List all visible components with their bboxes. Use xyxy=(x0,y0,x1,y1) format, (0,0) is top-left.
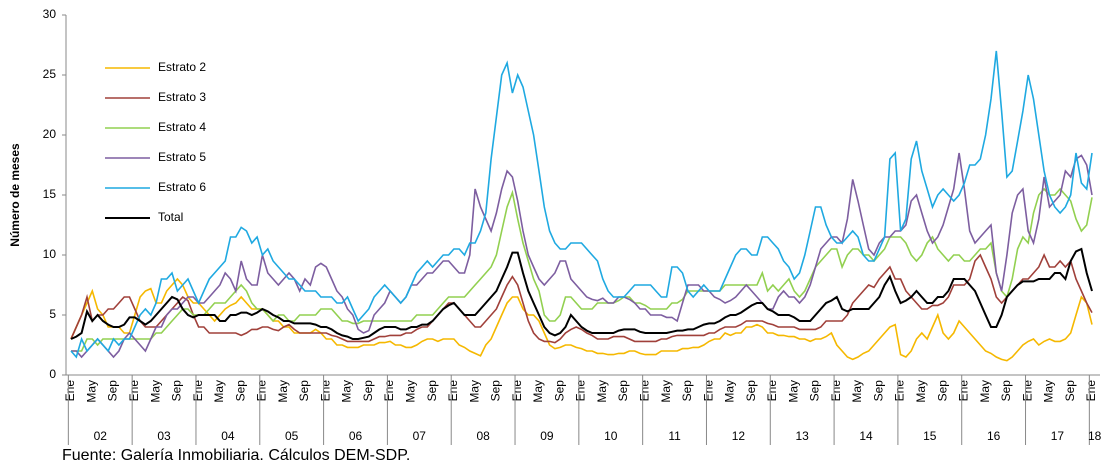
x-tick-label: Sep xyxy=(744,380,758,402)
x-tick-label: May xyxy=(914,380,928,403)
x-tick-label: Sep xyxy=(170,380,184,402)
x-tick-label: Ene xyxy=(829,380,843,402)
x-tick-label: May xyxy=(850,380,864,403)
year-label: 10 xyxy=(604,429,618,443)
series-line xyxy=(70,277,1093,362)
year-label: 18 xyxy=(1088,429,1102,443)
x-tick-label: Ene xyxy=(510,380,524,402)
y-tick-label: 10 xyxy=(43,247,57,261)
year-label: 14 xyxy=(859,429,873,443)
x-tick-label: Ene xyxy=(127,380,141,402)
x-tick-label: May xyxy=(786,380,800,403)
y-tick-label: 0 xyxy=(49,367,56,381)
x-tick-label: May xyxy=(659,380,673,403)
x-tick-label: May xyxy=(84,380,98,403)
x-tick-label: May xyxy=(340,380,354,403)
x-tick-label: Sep xyxy=(680,380,694,402)
x-tick-label: Sep xyxy=(233,380,247,402)
year-label: 06 xyxy=(349,429,363,443)
year-label: 12 xyxy=(732,429,746,443)
series-line xyxy=(71,187,1093,352)
year-label: 09 xyxy=(540,429,554,443)
year-label: 08 xyxy=(476,429,490,443)
year-label: 11 xyxy=(668,429,681,443)
x-tick-label: Sep xyxy=(871,380,885,402)
legend-label: Estrato 4 xyxy=(158,120,206,134)
series-line xyxy=(70,247,1093,340)
x-tick-label: Ene xyxy=(1020,380,1034,402)
year-label: 15 xyxy=(923,429,937,443)
x-tick-label: Ene xyxy=(446,380,460,402)
x-tick-label: Sep xyxy=(999,380,1013,402)
series-line xyxy=(70,50,1093,359)
year-label: 03 xyxy=(157,429,171,443)
x-tick-label: Ene xyxy=(1084,380,1098,402)
year-label: 07 xyxy=(413,429,427,443)
source-note: Fuente: Galería Inmobiliaria. Cálculos D… xyxy=(62,447,410,464)
legend-label: Total xyxy=(158,210,183,224)
x-tick-label: May xyxy=(212,380,226,403)
x-tick-label: Ene xyxy=(637,380,651,402)
x-tick-label: Ene xyxy=(957,380,971,402)
x-tick-label: Ene xyxy=(191,380,205,402)
legend-label: Estrato 3 xyxy=(158,90,206,104)
x-tick-label: Sep xyxy=(616,380,630,402)
legend-label: Estrato 6 xyxy=(158,180,206,194)
x-tick-label: Ene xyxy=(574,380,588,402)
year-label: 04 xyxy=(221,429,235,443)
year-label: 02 xyxy=(94,429,108,443)
x-tick-label: Ene xyxy=(255,380,269,402)
x-tick-label: May xyxy=(978,380,992,403)
year-label: 13 xyxy=(796,429,810,443)
series-line xyxy=(70,253,1093,344)
x-tick-label: May xyxy=(467,380,481,403)
x-tick-label: May xyxy=(595,380,609,403)
x-tick-label: Sep xyxy=(106,380,120,402)
x-tick-label: May xyxy=(1042,380,1056,403)
legend-label: Estrato 5 xyxy=(158,150,206,164)
x-tick-label: Ene xyxy=(701,380,715,402)
y-tick-label: 30 xyxy=(43,7,57,21)
y-axis-title: Número de meses xyxy=(8,143,22,247)
y-tick-label: 25 xyxy=(43,67,57,81)
x-tick-label: Ene xyxy=(765,380,779,402)
x-tick-label: May xyxy=(276,380,290,403)
x-tick-label: Sep xyxy=(425,380,439,402)
y-tick-label: 5 xyxy=(49,307,56,321)
x-tick-label: Sep xyxy=(935,380,949,402)
x-tick-label: May xyxy=(531,380,545,403)
series-line xyxy=(71,152,1093,359)
x-tick-label: Sep xyxy=(1063,380,1077,402)
x-tick-label: Ene xyxy=(63,380,77,402)
x-tick-label: Sep xyxy=(297,380,311,402)
x-tick-label: Ene xyxy=(318,380,332,402)
x-tick-label: Sep xyxy=(808,380,822,402)
year-label: 05 xyxy=(285,429,299,443)
x-tick-label: Sep xyxy=(489,380,503,402)
y-tick-label: 15 xyxy=(43,187,57,201)
legend-label: Estrato 2 xyxy=(158,60,206,74)
year-label: 17 xyxy=(1051,429,1065,443)
y-tick-label: 20 xyxy=(43,127,57,141)
x-tick-label: Sep xyxy=(552,380,566,402)
x-tick-label: May xyxy=(148,380,162,403)
x-tick-label: Ene xyxy=(382,380,396,402)
year-label: 16 xyxy=(987,429,1001,443)
x-tick-label: Ene xyxy=(893,380,907,402)
x-tick-label: May xyxy=(404,380,418,403)
x-tick-label: Sep xyxy=(361,380,375,402)
x-tick-label: May xyxy=(723,380,737,403)
